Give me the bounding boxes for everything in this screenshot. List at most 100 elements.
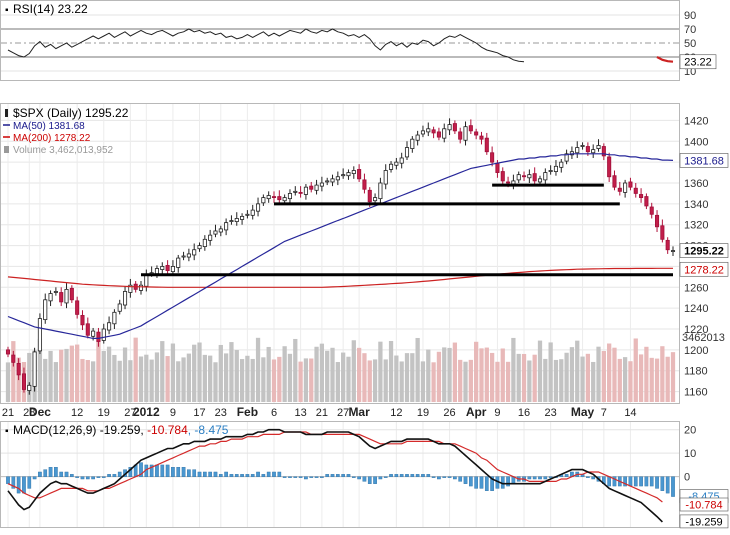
candle-body bbox=[389, 163, 394, 170]
macd-histogram-bar bbox=[32, 476, 37, 480]
volume-bar bbox=[234, 350, 239, 402]
volume-bar bbox=[458, 359, 463, 402]
rsi-tick-label: 90 bbox=[684, 10, 696, 22]
volume-bar bbox=[245, 355, 250, 402]
date-label: 19 bbox=[98, 407, 110, 419]
candle-body bbox=[564, 153, 569, 162]
volume-bar bbox=[229, 342, 234, 402]
candle-body bbox=[59, 292, 64, 303]
macd-histogram-bar bbox=[665, 476, 670, 494]
macd-histogram-bar bbox=[421, 474, 425, 477]
macd-histogram-bar bbox=[293, 476, 298, 478]
candle-body bbox=[234, 218, 239, 222]
candle-body bbox=[107, 322, 112, 331]
volume-bar bbox=[218, 344, 223, 402]
macd-histogram-bar bbox=[639, 476, 643, 487]
price-tick-label: 1340 bbox=[684, 199, 708, 211]
candle-body bbox=[351, 170, 356, 175]
volume-bar bbox=[48, 350, 53, 402]
volume-bar bbox=[367, 360, 372, 402]
volume-bar bbox=[527, 360, 532, 402]
macd-histogram-bar bbox=[38, 471, 42, 477]
candle-body bbox=[367, 189, 372, 203]
macd-histogram-bar bbox=[224, 471, 228, 477]
candle-body bbox=[123, 291, 128, 306]
macd-histogram-bar bbox=[54, 467, 58, 477]
macd-histogram-bar bbox=[410, 474, 415, 477]
macd-histogram-bar bbox=[469, 476, 473, 487]
volume-bar bbox=[266, 346, 271, 402]
volume-bar bbox=[388, 340, 394, 402]
volume-bar bbox=[117, 360, 122, 402]
macd-histogram-bar bbox=[240, 474, 244, 477]
volume-bar bbox=[181, 357, 186, 402]
macd-histogram-bar bbox=[165, 464, 170, 477]
volume-bar bbox=[11, 341, 16, 402]
price-legend-volume: Volume 3,462,013,952 bbox=[13, 145, 114, 156]
candle-body bbox=[532, 173, 537, 182]
candle-body bbox=[596, 145, 601, 149]
volume-bar bbox=[239, 359, 245, 402]
candle-body bbox=[138, 284, 144, 291]
candle-body bbox=[399, 157, 404, 164]
candle-body bbox=[229, 220, 234, 222]
candle-body bbox=[633, 187, 638, 194]
candle-body bbox=[181, 255, 186, 258]
macd-histogram-bar bbox=[304, 476, 308, 480]
macd-histogram-bar bbox=[208, 471, 212, 477]
macd-histogram-bar bbox=[623, 476, 627, 487]
volume-bar bbox=[43, 358, 48, 402]
candle-body bbox=[591, 149, 596, 154]
macd-histogram-bar bbox=[538, 476, 542, 480]
macd-title-part: -10.784 bbox=[147, 423, 188, 437]
macd-histogram-bar bbox=[160, 464, 165, 477]
volume-bar bbox=[404, 353, 410, 402]
macd-histogram-bar bbox=[234, 474, 239, 477]
macd-legend-icon: ▪ bbox=[5, 426, 9, 437]
volume-bar bbox=[101, 351, 106, 402]
candle-body bbox=[362, 179, 367, 190]
date-label: 28 bbox=[23, 407, 35, 419]
volume-bar bbox=[585, 353, 591, 402]
macd-histogram-bar bbox=[649, 476, 654, 487]
macd-title-part: MACD(12,26,9) -19.259, bbox=[13, 423, 147, 437]
macd-histogram-bar bbox=[341, 474, 345, 477]
macd-histogram-bar bbox=[479, 476, 484, 489]
date-label: 2012 bbox=[133, 405, 160, 419]
price-tick-label: 1320 bbox=[684, 220, 708, 232]
volume-bar bbox=[133, 337, 138, 402]
macd-histogram-bar bbox=[117, 471, 122, 477]
macd-histogram-bar bbox=[309, 476, 314, 478]
volume-bar bbox=[622, 357, 628, 402]
date-label: 16 bbox=[518, 407, 530, 419]
macd-tick-label: 10 bbox=[684, 448, 696, 460]
volume-bar bbox=[383, 359, 388, 402]
date-label: 23 bbox=[215, 407, 227, 419]
volume-bar bbox=[80, 358, 85, 402]
volume-bar bbox=[53, 362, 59, 402]
last-price-label-box bbox=[679, 243, 729, 258]
volume-bar bbox=[303, 358, 309, 402]
macd-histogram-bar bbox=[548, 476, 553, 478]
candle-body bbox=[442, 128, 447, 139]
candle-body bbox=[452, 123, 457, 132]
macd-histogram-bar bbox=[378, 476, 383, 480]
macd-histogram-bar bbox=[101, 476, 106, 478]
candle-body bbox=[96, 331, 101, 342]
candle-body bbox=[527, 174, 532, 179]
macd-histogram-bar bbox=[357, 476, 361, 480]
candle-body bbox=[91, 330, 96, 337]
candle-body bbox=[53, 291, 58, 293]
rsi-value-label: 23.22 bbox=[684, 57, 712, 69]
volume-bar bbox=[160, 341, 165, 402]
price-legend-ma200: MA(200) 1278.22 bbox=[13, 133, 91, 144]
volume-bar bbox=[426, 349, 431, 402]
candle-body bbox=[69, 287, 74, 301]
candle-body bbox=[293, 190, 298, 193]
date-label: 12 bbox=[390, 407, 402, 419]
candle-body bbox=[16, 363, 21, 376]
macd-histogram-bar bbox=[633, 476, 638, 487]
macd-histogram-bar bbox=[261, 474, 266, 477]
macd-histogram-bar bbox=[22, 476, 26, 494]
